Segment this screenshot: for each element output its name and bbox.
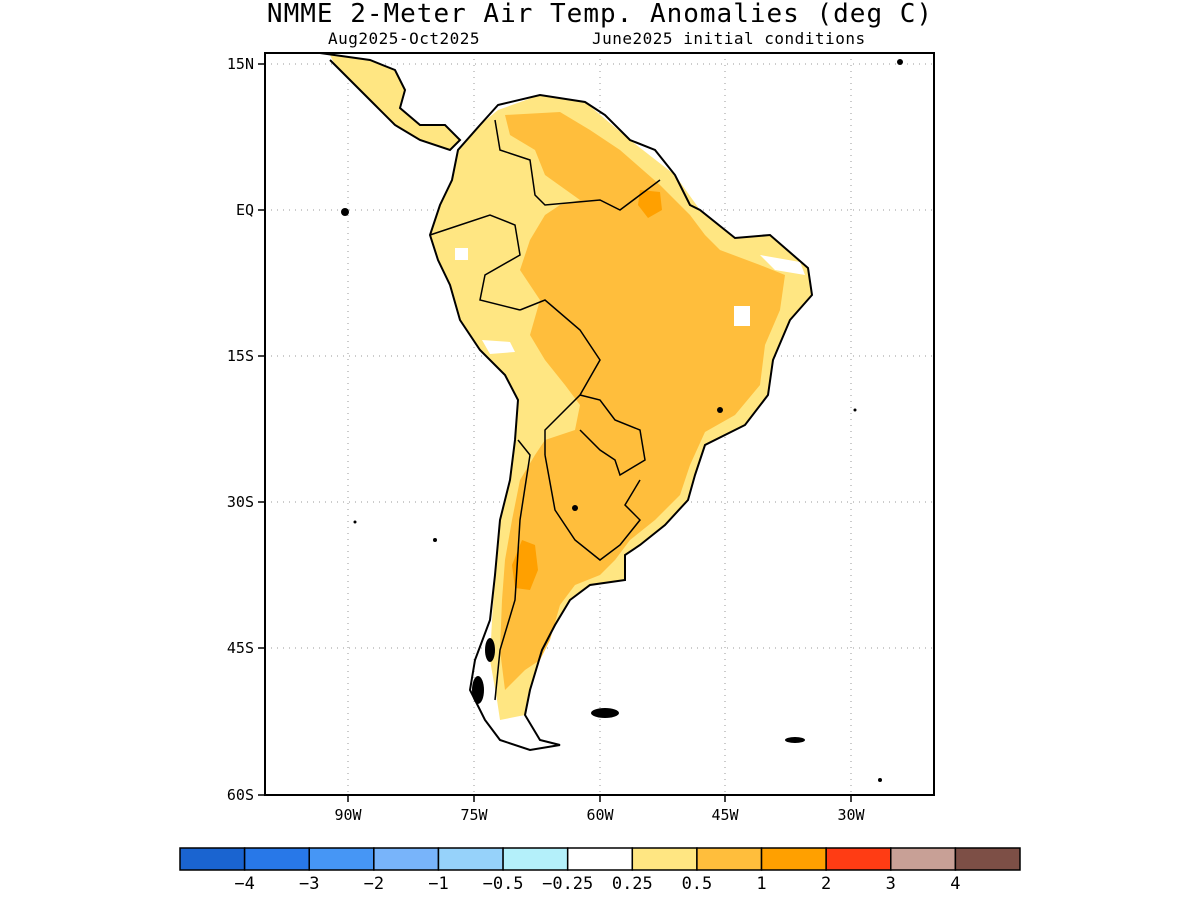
near-zero-patch-ecuador <box>455 248 468 260</box>
colorbar-swatch <box>566 847 634 871</box>
near-zero-patch-brazil <box>734 306 750 326</box>
colorbar-swatch <box>179 847 246 871</box>
lat-label-15s: 15S <box>227 347 254 365</box>
colorbar-swatch <box>243 847 310 871</box>
colorbar-swatch <box>502 847 569 871</box>
colorbar-swatch <box>825 847 892 871</box>
lat-label-45s: 45S <box>227 639 254 657</box>
map-plot-area <box>265 53 934 795</box>
lat-label-30s: 30S <box>227 493 254 511</box>
colorbar: −4 −3 −2 −1 −0.5 −0.25 0.25 0.5 1 2 3 4 <box>179 847 1021 894</box>
country-borders <box>429 119 661 701</box>
anomaly-region-light-central-america <box>330 55 460 150</box>
colorbar-swatch <box>631 847 698 871</box>
colorbar-swatch <box>696 847 763 871</box>
colorbar-swatch <box>890 847 957 871</box>
anomaly-region-medium <box>500 112 785 690</box>
central-america-coastline <box>319 53 462 152</box>
colorbar-swatch <box>308 847 375 871</box>
colorbar-tick-label: 0.25 <box>612 874 653 894</box>
near-zero-patch-peru <box>482 340 515 354</box>
lat-label-eq: EQ <box>236 201 254 219</box>
lon-ticks <box>347 795 852 802</box>
colorbar-swatch <box>760 847 827 871</box>
lat-ticks <box>258 63 265 796</box>
lon-label-45w: 45W <box>711 806 739 824</box>
lon-label-30w: 30W <box>837 806 865 824</box>
colorbar-tick-label: −3 <box>299 874 319 894</box>
colorbar-swatch <box>437 847 504 871</box>
anomaly-region-strong-guianas <box>638 190 662 218</box>
lon-label-90w: 90W <box>334 806 362 824</box>
islands <box>341 59 903 782</box>
colorbar-swatch <box>373 847 440 871</box>
forecast-period: Aug2025-Oct2025 <box>328 29 480 48</box>
colorbar-tick-label: 3 <box>886 874 896 894</box>
near-zero-patch-ne-coast <box>760 255 805 275</box>
south-america-coastline <box>428 93 814 752</box>
lon-label-60w: 60W <box>586 806 614 824</box>
colorbar-tick-label: −2 <box>364 874 384 894</box>
map-title: NMME 2-Meter Air Temp. Anomalies (deg C) <box>266 0 934 29</box>
colorbar-tick-label: 4 <box>950 874 960 894</box>
initial-conditions: June2025 initial conditions <box>592 29 866 48</box>
colorbar-tick-label: −0.5 <box>483 874 524 894</box>
colorbar-tick-label: −4 <box>234 874 254 894</box>
colorbar-tick-label: −0.25 <box>542 874 593 894</box>
lat-label-15n: 15N <box>227 55 254 73</box>
lon-label-75w: 75W <box>460 806 488 824</box>
colorbar-tick-label: 2 <box>821 874 831 894</box>
colorbar-tick-label: 1 <box>756 874 766 894</box>
colorbar-tick-label: −1 <box>428 874 448 894</box>
colorbar-swatch <box>954 847 1021 871</box>
lat-label-60s: 60S <box>227 786 254 804</box>
colorbar-tick-label: 0.5 <box>682 874 713 894</box>
